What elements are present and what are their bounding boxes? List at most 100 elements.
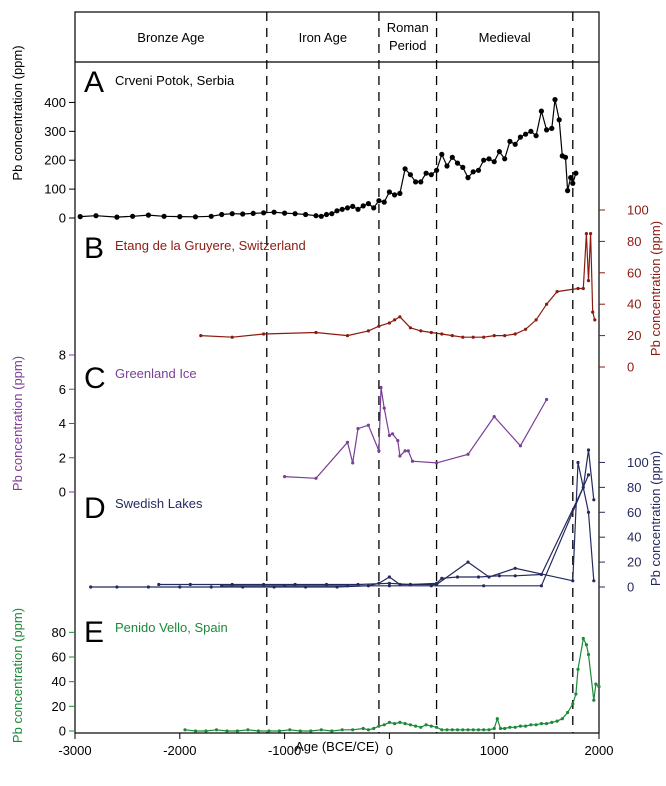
- data-point: [576, 667, 580, 671]
- data-point: [549, 125, 555, 131]
- data-point: [584, 643, 589, 647]
- y-tick-label: 20: [627, 328, 641, 343]
- period-label: Medieval: [479, 30, 531, 45]
- data-point: [398, 315, 402, 319]
- data-point: [178, 585, 182, 589]
- data-point: [571, 579, 575, 583]
- data-point: [562, 154, 569, 160]
- data-point: [397, 190, 403, 196]
- data-point: [492, 334, 496, 338]
- data-point: [229, 211, 235, 217]
- data-point: [361, 726, 365, 731]
- data-point: [565, 188, 571, 194]
- data-point: [461, 728, 465, 732]
- data-point: [340, 728, 344, 732]
- data-point: [402, 166, 408, 172]
- series-line: [284, 387, 548, 479]
- data-point: [157, 582, 161, 587]
- panel-letter: E: [84, 616, 104, 649]
- data-point: [309, 729, 313, 733]
- data-point: [552, 97, 558, 103]
- data-point: [407, 172, 413, 178]
- y-tick-label: 80: [627, 234, 641, 249]
- data-point: [345, 440, 350, 444]
- data-point: [538, 108, 545, 114]
- data-point: [177, 214, 183, 220]
- y-tick-label: 40: [52, 674, 66, 689]
- data-point: [545, 397, 549, 402]
- y-tick-label: 80: [52, 625, 66, 640]
- data-point: [533, 133, 539, 139]
- panel-e: 0 20 40 60 80 Pb concentration (ppm) E Penido V…: [10, 608, 601, 743]
- data-point: [539, 722, 544, 726]
- data-point: [318, 213, 324, 219]
- data-point: [344, 205, 351, 211]
- data-point: [507, 138, 513, 144]
- data-point: [235, 729, 239, 733]
- data-point: [503, 334, 507, 338]
- y-tick-label: 200: [44, 153, 66, 168]
- data-point: [387, 584, 391, 588]
- data-point: [539, 572, 544, 577]
- panel-title: Swedish Lakes: [115, 496, 203, 511]
- panel-title: Penido Vello, Spain: [115, 620, 228, 635]
- data-point: [379, 385, 383, 390]
- data-point: [466, 728, 470, 732]
- data-point: [523, 131, 529, 137]
- period-label: Bronze Age: [137, 30, 204, 45]
- data-point: [345, 584, 350, 588]
- data-point: [576, 286, 580, 291]
- data-point: [444, 163, 450, 169]
- data-point: [408, 723, 412, 727]
- data-point: [429, 584, 433, 588]
- data-point: [560, 717, 564, 721]
- data-point: [199, 334, 203, 338]
- data-point: [586, 279, 591, 283]
- data-point: [209, 585, 213, 589]
- data-point: [513, 725, 517, 729]
- data-point: [414, 724, 418, 728]
- data-point: [454, 160, 461, 166]
- data-point: [406, 449, 410, 453]
- y-axis-label: Pb concentration (ppm): [648, 451, 663, 586]
- data-point: [403, 722, 407, 726]
- data-point: [214, 728, 219, 732]
- data-point: [372, 726, 376, 731]
- data-point: [574, 692, 578, 696]
- y-tick-label: 0: [59, 485, 66, 500]
- x-axis-label: Age (BCE/CE): [295, 739, 379, 754]
- data-point: [377, 724, 381, 728]
- data-point: [592, 698, 596, 702]
- data-point: [486, 156, 492, 162]
- panel-title: Crveni Potok, Serbia: [115, 73, 235, 88]
- data-point: [208, 213, 214, 219]
- data-point: [466, 560, 470, 564]
- panel-letter: A: [84, 66, 104, 99]
- data-point: [513, 566, 517, 570]
- panel-letter: C: [84, 362, 106, 395]
- data-point: [277, 729, 281, 733]
- data-point: [323, 211, 330, 218]
- y-tick-label: 60: [627, 265, 641, 280]
- data-point: [240, 211, 246, 217]
- y-axis-label: Pb concentration (ppm): [10, 45, 25, 180]
- plot-frame: [74, 11, 600, 734]
- data-point: [471, 728, 475, 732]
- y-tick-label: 300: [44, 124, 66, 139]
- data-point: [250, 210, 256, 216]
- series-line: [158, 449, 595, 586]
- data-point: [581, 286, 585, 291]
- data-point: [288, 728, 292, 732]
- data-point: [355, 206, 361, 212]
- data-point: [390, 432, 395, 436]
- data-point: [592, 579, 596, 583]
- panel-letter: B: [84, 232, 104, 265]
- data-point: [393, 722, 397, 726]
- data-point: [225, 729, 229, 733]
- data-point: [267, 729, 271, 733]
- data-point: [89, 585, 93, 589]
- data-point: [439, 151, 445, 157]
- data-point: [445, 728, 449, 732]
- data-point: [518, 724, 523, 728]
- data-point: [360, 203, 366, 209]
